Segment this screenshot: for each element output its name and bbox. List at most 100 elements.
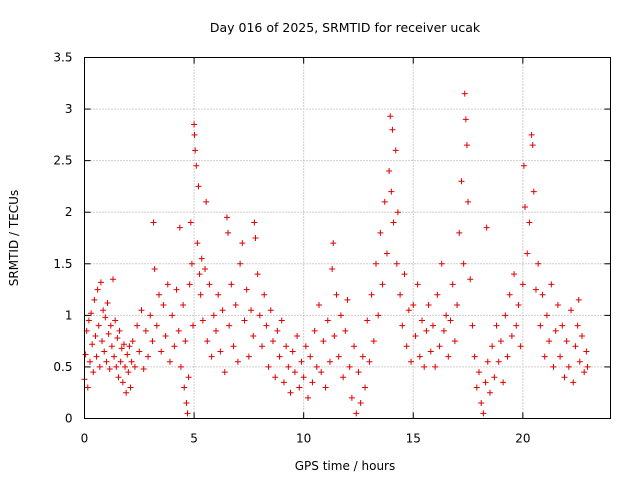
data-point [379, 281, 386, 288]
plot-frame [84, 57, 611, 419]
data-point [215, 291, 222, 298]
data-point [565, 363, 572, 370]
data-point [109, 276, 116, 283]
data-point [94, 286, 101, 293]
data-point [289, 348, 296, 355]
data-point [280, 379, 287, 386]
data-point [243, 286, 250, 293]
data-point [322, 384, 329, 391]
data-point [150, 219, 157, 226]
data-point [346, 363, 353, 370]
data-point [265, 363, 272, 370]
y-tick-label: 1 [65, 308, 73, 322]
data-point [403, 343, 410, 350]
data-point [136, 348, 143, 355]
data-point [497, 338, 504, 345]
data-point [199, 317, 206, 324]
data-point [221, 369, 228, 376]
axis-ticks [84, 57, 611, 419]
data-point [118, 345, 125, 352]
data-point [153, 322, 160, 329]
data-point [217, 348, 224, 355]
data-point [239, 240, 246, 247]
data-point [125, 369, 132, 376]
data-point [484, 358, 491, 365]
data-point [405, 307, 412, 314]
data-point [519, 281, 526, 288]
data-point [342, 327, 349, 334]
data-point [114, 335, 121, 342]
data-point [92, 332, 99, 339]
data-point [248, 307, 255, 314]
data-point [234, 358, 241, 365]
data-point [85, 317, 92, 324]
x-tick-label: 5 [190, 432, 198, 446]
data-point [344, 296, 351, 303]
data-point [194, 240, 201, 247]
data-point [145, 353, 152, 360]
x-tick-label: 15 [406, 432, 421, 446]
data-point [576, 358, 583, 365]
x-tick-labels: 0 5 10 15 20 [81, 432, 531, 446]
data-point [182, 338, 189, 345]
y-tick-label: 3.5 [53, 51, 72, 65]
data-point [160, 302, 167, 309]
data-point [552, 327, 559, 334]
data-point [436, 343, 443, 350]
data-point [386, 167, 393, 174]
data-point [506, 291, 513, 298]
data-point [126, 343, 133, 350]
data-point [392, 147, 399, 154]
data-point [530, 188, 537, 195]
data-point [456, 229, 463, 236]
y-tick-labels: 0 0.5 1 1.5 2 2.5 3 3.5 [53, 51, 72, 426]
y-tick-label: 2 [65, 205, 73, 219]
data-point [147, 312, 154, 319]
x-tick-label: 10 [296, 432, 311, 446]
data-point [561, 374, 568, 381]
data-point [324, 317, 331, 324]
data-point [184, 410, 191, 417]
data-point [108, 343, 115, 350]
data-point [171, 343, 178, 350]
data-point [513, 322, 520, 329]
data-point [193, 162, 200, 169]
data-point [393, 260, 400, 267]
data-point [335, 353, 342, 360]
data-point [337, 312, 344, 319]
data-point [445, 353, 452, 360]
data-point [131, 363, 138, 370]
data-point [107, 322, 114, 329]
data-point [368, 291, 375, 298]
data-point [528, 131, 535, 138]
data-point [387, 113, 394, 120]
data-point [195, 183, 202, 190]
data-point [180, 302, 187, 309]
data-point [88, 310, 95, 317]
data-point [353, 410, 360, 417]
data-point [202, 265, 209, 272]
y-axis-label: SRMTID / TECUs [7, 190, 21, 286]
data-point [451, 338, 458, 345]
data-point [554, 302, 561, 309]
data-point [557, 353, 564, 360]
data-point [476, 369, 482, 376]
data-point [416, 353, 423, 360]
data-point [276, 353, 283, 360]
data-point [423, 327, 430, 334]
data-point [348, 394, 355, 401]
data-point [90, 369, 97, 376]
data-point [550, 363, 557, 370]
data-point [291, 369, 298, 376]
data-point [548, 281, 555, 288]
data-point [425, 302, 432, 309]
data-point [307, 353, 314, 360]
data-point [84, 384, 91, 391]
data-point [463, 142, 470, 149]
data-point [113, 363, 120, 370]
data-point [529, 142, 536, 149]
data-point [230, 343, 237, 350]
data-point [326, 358, 333, 365]
data-point [581, 369, 588, 376]
